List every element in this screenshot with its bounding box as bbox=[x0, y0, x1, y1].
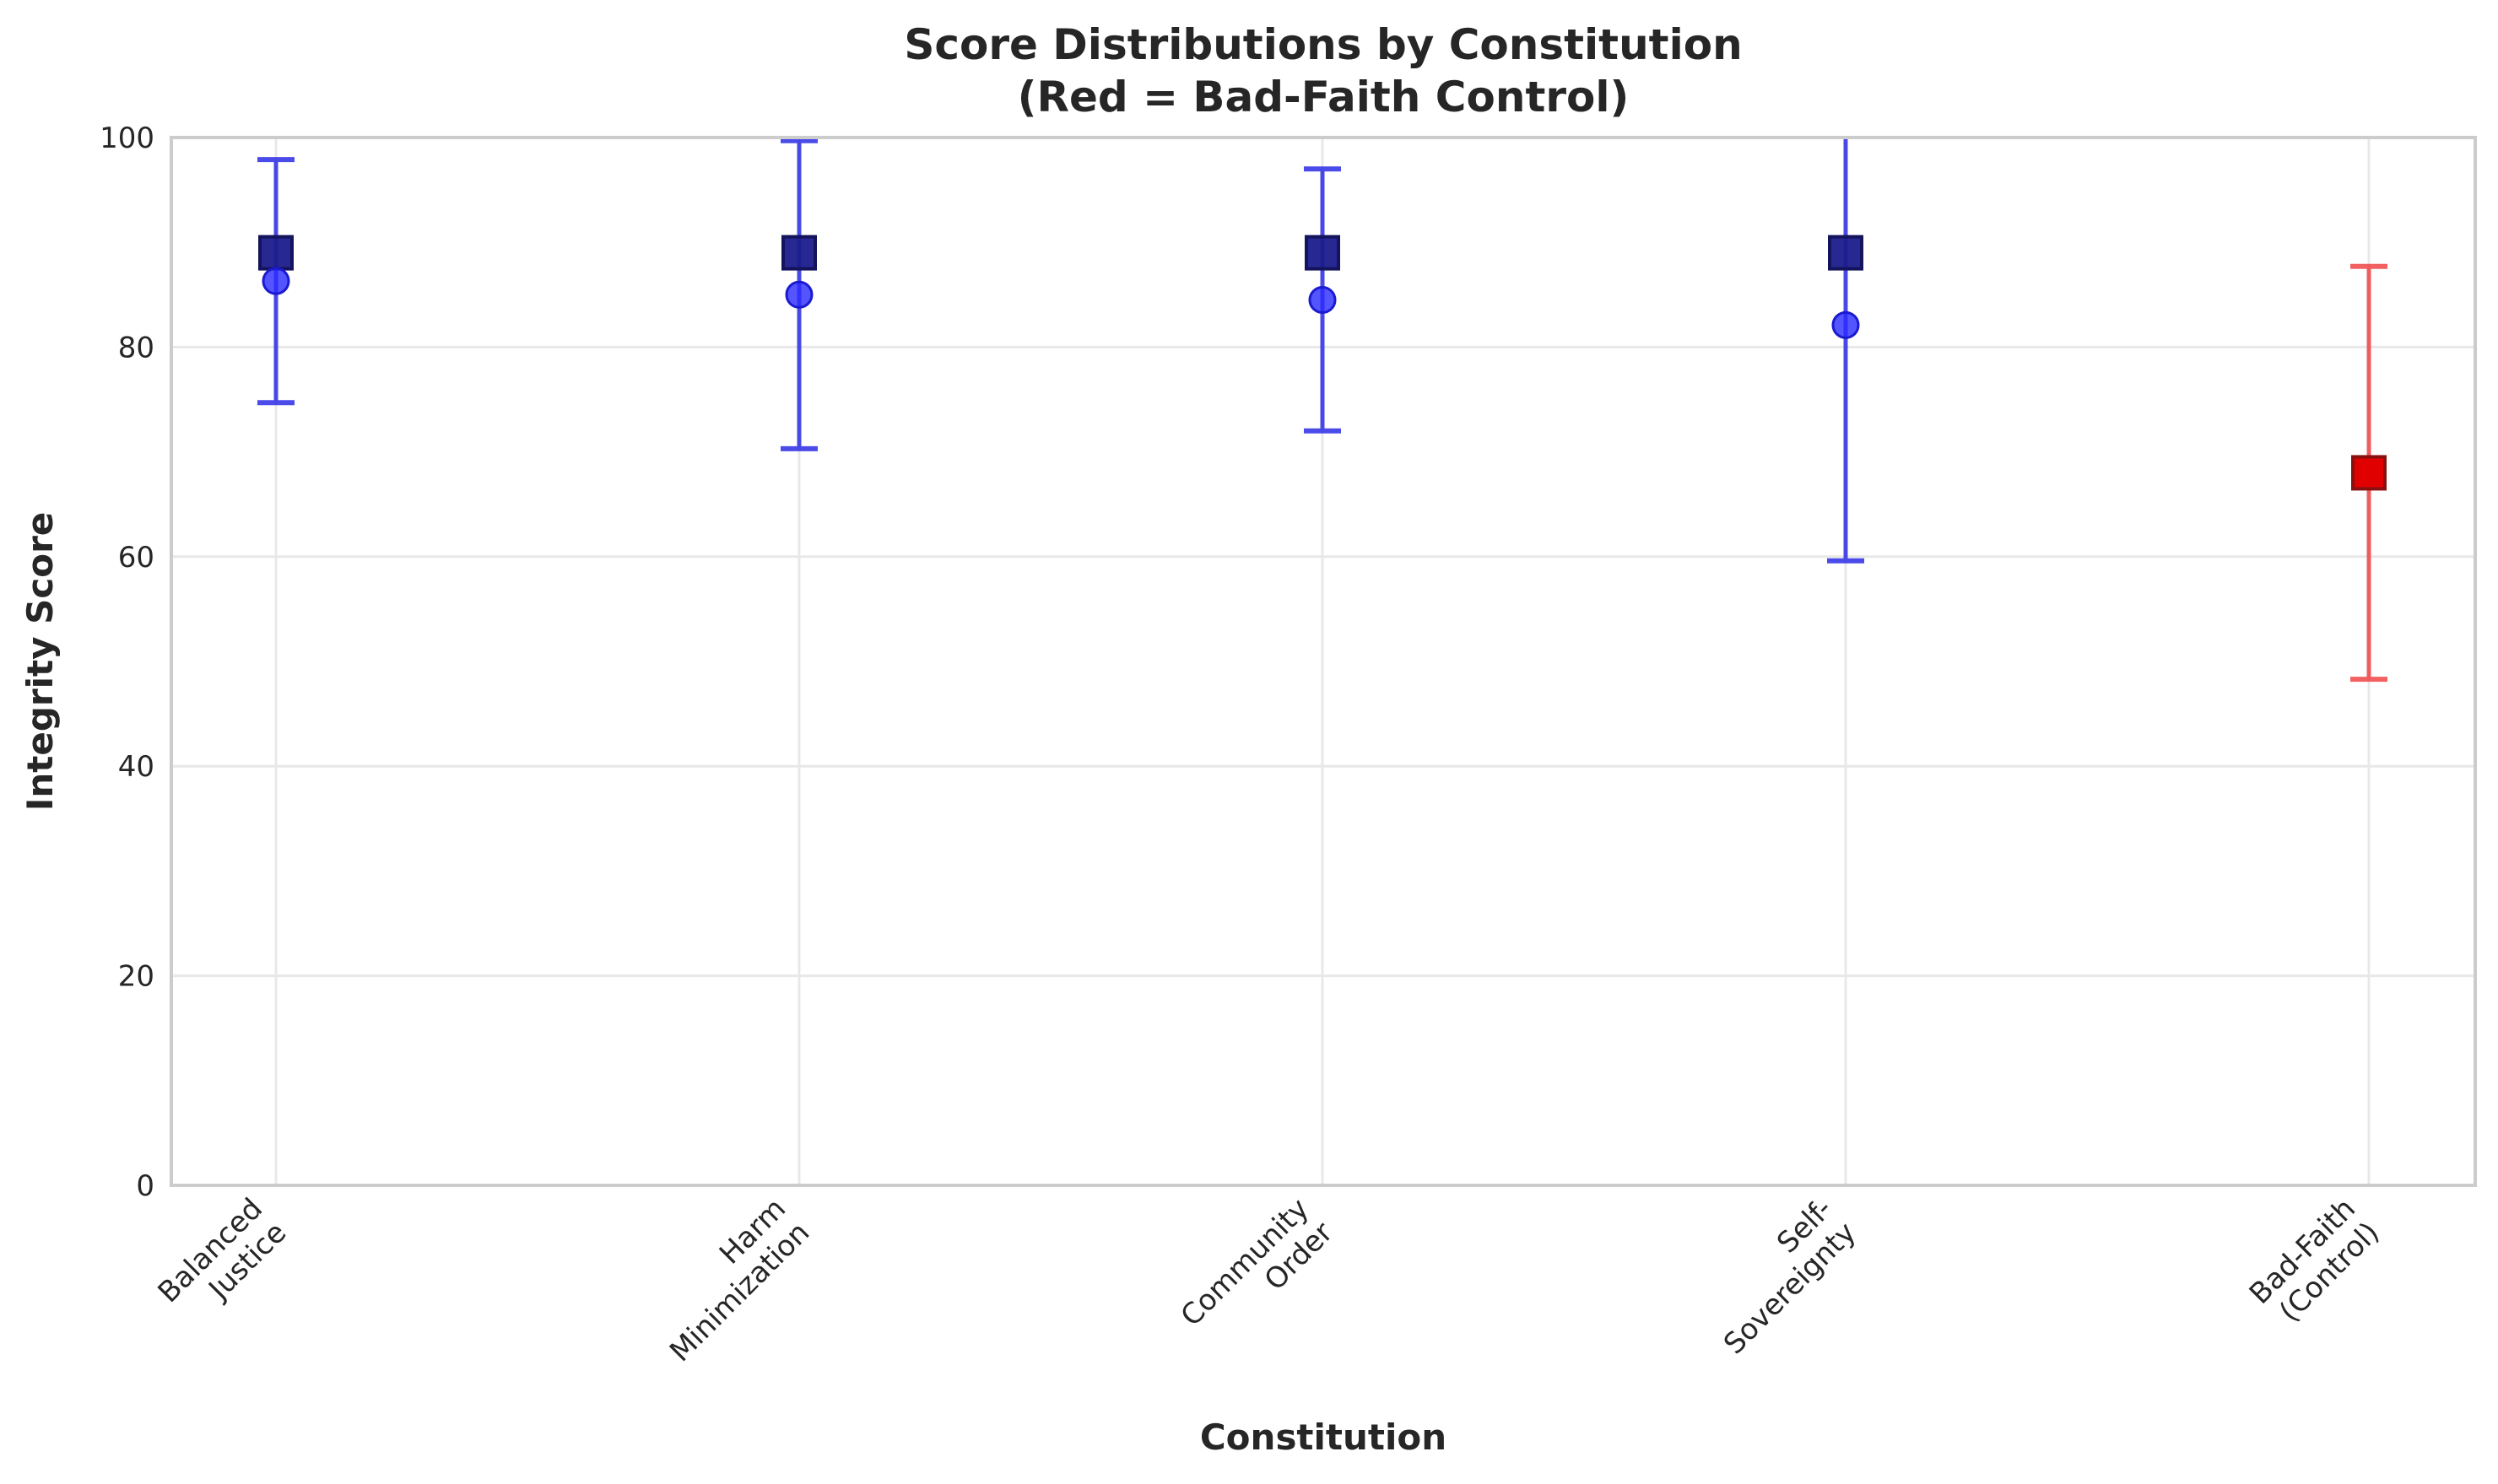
x-tick-label: Self-Sovereignty bbox=[1717, 1192, 1863, 1362]
marks-layer bbox=[257, 138, 2387, 683]
y-tick-label: 60 bbox=[118, 541, 154, 575]
y-axis-label: Integrity Score bbox=[19, 512, 61, 812]
y-tick-label: 40 bbox=[118, 750, 154, 784]
median-marker bbox=[258, 235, 294, 271]
y-tick-label: 80 bbox=[118, 331, 154, 364]
mean-marker bbox=[1831, 310, 1860, 339]
mean-marker bbox=[785, 280, 814, 309]
y-tick-label: 0 bbox=[136, 1169, 154, 1203]
median-marker bbox=[1305, 235, 1340, 271]
chart-title-line-1: Score Distributions by Constitution bbox=[904, 20, 1742, 69]
y-tick-label: 100 bbox=[100, 121, 154, 155]
y-tick-label: 20 bbox=[118, 960, 154, 994]
median-marker bbox=[2351, 455, 2387, 491]
mean-marker bbox=[1308, 286, 1337, 315]
mean-marker bbox=[262, 267, 290, 295]
y-tick-labels: 0 20 40 60 80 100 bbox=[100, 121, 154, 1203]
median-marker bbox=[781, 235, 817, 271]
x-tick-label: Bad-Faith(Control) bbox=[2243, 1192, 2386, 1329]
x-axis-label: Constitution bbox=[1200, 1417, 1446, 1458]
plot-frame bbox=[170, 136, 2477, 1187]
median-marker bbox=[1828, 235, 1863, 271]
error-bar bbox=[1827, 138, 1864, 564]
chart-title-line-2: (Red = Bad-Faith Control) bbox=[1018, 73, 1630, 121]
